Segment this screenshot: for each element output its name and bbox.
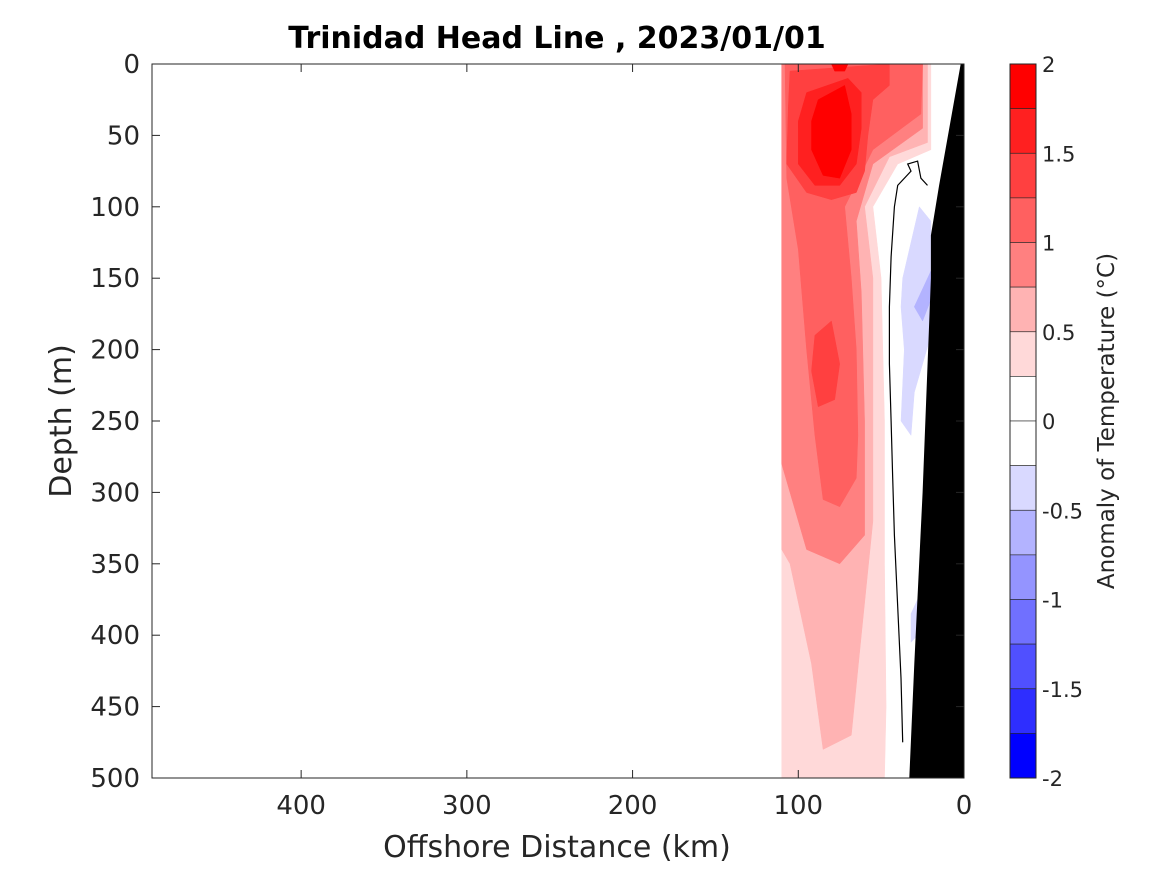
colorbar-bin	[1009, 599, 1037, 645]
y-axis-label: Depth (m)	[44, 344, 79, 498]
contour-region-anomaly-1.25-1.5-mid	[811, 320, 840, 408]
colorbar-frame	[1009, 63, 1037, 779]
y-tick-label: 200	[90, 336, 140, 366]
colorbar-bin	[1009, 153, 1037, 199]
contour-region-anomaly-1.75-2.0	[811, 85, 852, 179]
colorbar-tick-label: -2	[1042, 767, 1063, 791]
colorbar-tick-label: 1	[1042, 232, 1055, 256]
bathymetry-seafloor	[909, 64, 964, 778]
colorbar-tick-label: 1.5	[1042, 142, 1075, 166]
colorbar-tick-label: -1.5	[1042, 678, 1083, 702]
colorbar-ticks: 2 1.5 1 0.5 0 -0.5 -1 -1.5 -2	[1042, 53, 1083, 791]
x-tick-label: 400	[276, 791, 326, 821]
chart-title: Trinidad Head Line , 2023/01/01	[288, 21, 825, 56]
colorbar-bin	[1009, 242, 1037, 288]
plot-area	[151, 63, 965, 779]
contour-region-anomaly-neg0.5-neg0.25	[900, 206, 932, 437]
colorbar-tick-label: -1	[1042, 589, 1063, 613]
colorbar-bin	[1009, 509, 1037, 556]
x-tick-label: 200	[608, 791, 658, 821]
colorbar-tick-label: 2	[1042, 53, 1055, 77]
colorbar-bin	[1009, 643, 1037, 689]
y-tick-label: 250	[90, 407, 140, 437]
colorbar-tick-label: 0.5	[1042, 321, 1075, 345]
colorbar: 2 1.5 1 0.5 0 -0.5 -1 -1.5 -2 Anomaly of Tempera…	[1009, 53, 1120, 791]
y-axis-ticks: 0 50 100 150 200 250 300 350 400 450 500	[90, 50, 964, 794]
colorbar-tick-label: 0	[1042, 410, 1055, 434]
colorbar-bin	[1009, 331, 1037, 377]
colorbar-bin	[1009, 688, 1037, 734]
x-tick-label: 0	[956, 791, 973, 821]
colorbar-bin	[1009, 197, 1037, 243]
colorbar-label: Anomaly of Temperature (°C)	[1094, 253, 1120, 589]
contour-regions	[781, 63, 932, 779]
x-axis-ticks: 400 300 200 100 0	[276, 64, 972, 821]
colorbar-tick-label: -0.5	[1042, 499, 1083, 523]
colorbar-bin	[1009, 108, 1037, 154]
y-tick-label: 0	[123, 50, 140, 80]
x-tick-label: 100	[773, 791, 823, 821]
y-tick-label: 450	[90, 693, 140, 723]
y-tick-label: 50	[107, 121, 140, 151]
y-tick-label: 300	[90, 478, 140, 508]
colorbar-bin	[1009, 63, 1037, 109]
y-tick-label: 350	[90, 550, 140, 580]
y-tick-label: 400	[90, 621, 140, 651]
colorbar-bin	[1009, 420, 1037, 466]
colorbar-bin	[1009, 733, 1037, 779]
colorbar-bins	[1009, 63, 1037, 779]
y-tick-label: 100	[90, 193, 140, 223]
x-tick-label: 300	[442, 791, 492, 821]
colorbar-bin	[1009, 286, 1037, 333]
x-axis-label: Offshore Distance (km)	[383, 830, 731, 865]
colorbar-bin	[1009, 554, 1037, 600]
colorbar-bin	[1009, 465, 1037, 511]
y-tick-label: 150	[90, 264, 140, 294]
colorbar-bin	[1009, 376, 1037, 422]
y-tick-label: 500	[90, 764, 140, 794]
zero-contour-line	[888, 160, 928, 743]
